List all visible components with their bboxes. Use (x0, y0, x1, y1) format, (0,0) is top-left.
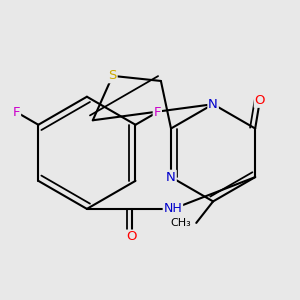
Text: F: F (13, 106, 20, 118)
Text: N: N (208, 98, 218, 111)
Text: F: F (154, 106, 161, 118)
Text: NH: NH (164, 202, 182, 215)
Text: O: O (127, 230, 137, 243)
Text: CH₃: CH₃ (171, 218, 192, 228)
Text: S: S (108, 69, 117, 82)
Text: O: O (255, 94, 265, 107)
Text: N: N (166, 171, 176, 184)
